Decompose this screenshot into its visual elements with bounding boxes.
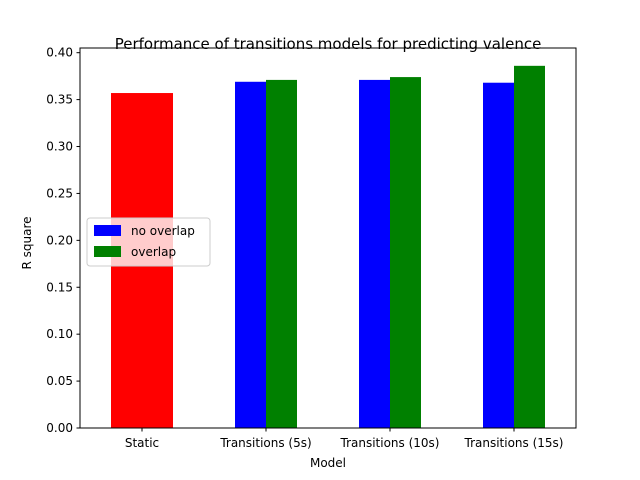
bars-layer bbox=[111, 65, 545, 429]
x-axis-label: Model bbox=[310, 456, 346, 470]
bar-transitions-5s-no-overlap bbox=[235, 81, 266, 429]
y-axis-ticks: 0.00 0.05 0.10 0.15 0.20 0.25 0.30 0.35 0.40 bbox=[46, 46, 80, 435]
plot-frame bbox=[79, 47, 577, 429]
bar-transitions-10s-overlap bbox=[390, 77, 421, 428]
x-tick-label: Static bbox=[125, 436, 159, 450]
y-tick-label: 0.10 bbox=[46, 327, 73, 341]
y-tick-label: 0.15 bbox=[46, 280, 73, 294]
legend-label-no-overlap: no overlap bbox=[131, 224, 195, 238]
x-axis-ticks: Static Transitions (5s) Transitions (10s) T… bbox=[125, 428, 564, 450]
y-tick-label: 0.35 bbox=[46, 93, 73, 107]
bar-transitions-10s-no-overlap bbox=[359, 79, 390, 428]
x-tick-label: Transitions (15s) bbox=[464, 436, 564, 450]
legend-swatch-overlap bbox=[94, 246, 121, 257]
legend-label-overlap: overlap bbox=[131, 245, 176, 259]
bar-transitions-15s-overlap bbox=[514, 65, 545, 429]
y-tick-label: 0.05 bbox=[46, 374, 73, 388]
legend: no overlap overlap bbox=[86, 217, 211, 267]
bar-transitions-5s-overlap bbox=[266, 79, 297, 428]
bar-transitions-15s-no-overlap bbox=[483, 82, 514, 428]
legend-swatch-no-overlap bbox=[94, 225, 121, 236]
chart-title: Performance of transitions models for pr… bbox=[115, 35, 542, 53]
y-tick-label: 0.30 bbox=[46, 140, 73, 154]
y-tick-label: 0.00 bbox=[46, 421, 73, 435]
x-tick-label: Transitions (5s) bbox=[219, 436, 311, 450]
x-tick-label: Transitions (10s) bbox=[340, 436, 440, 450]
y-tick-label: 0.40 bbox=[46, 46, 73, 60]
y-tick-label: 0.25 bbox=[46, 186, 73, 200]
y-tick-label: 0.20 bbox=[46, 233, 73, 247]
y-axis-label: R square bbox=[20, 216, 34, 269]
